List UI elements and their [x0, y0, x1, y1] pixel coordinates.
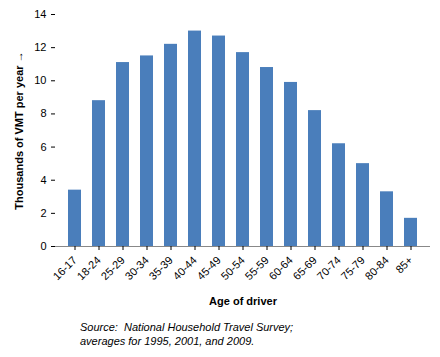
svg-text:Age of driver: Age of driver: [209, 295, 278, 307]
svg-text:12: 12: [34, 41, 46, 53]
svg-text:65-69: 65-69: [291, 254, 319, 282]
svg-text:85+: 85+: [393, 254, 415, 276]
svg-text:50-54: 50-54: [219, 254, 247, 282]
svg-text:25-29: 25-29: [99, 254, 127, 282]
html-text:averages for 1995, 2001, and 2: averages for 1995, 2001, and 2009.: [80, 335, 255, 347]
svg-text:55-59: 55-59: [243, 254, 271, 282]
svg-text:0: 0: [40, 240, 46, 252]
svg-text:80-84: 80-84: [363, 254, 391, 282]
svg-text:8: 8: [40, 107, 46, 119]
svg-text:30-34: 30-34: [123, 254, 151, 282]
svg-text:45-49: 45-49: [195, 254, 223, 282]
svg-text:10: 10: [34, 74, 46, 86]
svg-text:35-39: 35-39: [147, 254, 175, 282]
svg-text:2: 2: [40, 207, 46, 219]
html-text:Source: National Household Tra: Source: National Household Travel Survey…: [80, 321, 294, 333]
svg-text:6: 6: [40, 141, 46, 153]
svg-text:4: 4: [40, 174, 46, 186]
svg-text:Thousands of VMT per year →: Thousands of VMT per year →: [13, 51, 25, 209]
svg-text:16-17: 16-17: [51, 254, 79, 282]
svg-text:70-74: 70-74: [315, 254, 343, 282]
svg-text:75-79: 75-79: [339, 254, 367, 282]
svg-text:18-24: 18-24: [75, 254, 103, 282]
svg-text:14: 14: [34, 8, 46, 20]
svg-text:60-64: 60-64: [267, 254, 295, 282]
svg-text:40-44: 40-44: [171, 254, 199, 282]
